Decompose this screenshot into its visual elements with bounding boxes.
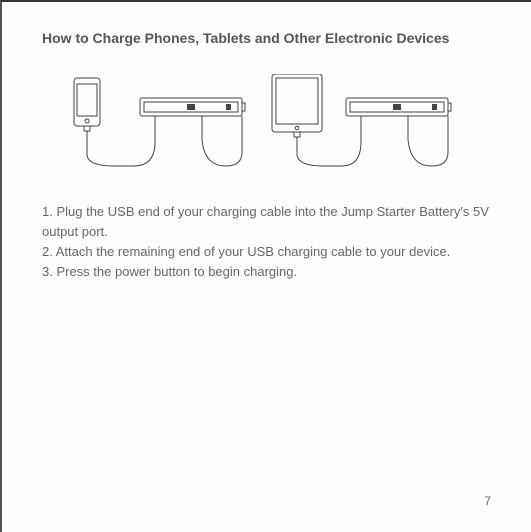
diagram-svg [42, 74, 482, 174]
instruction-step-3: 3. Press the power button to begin charg… [42, 262, 491, 282]
instruction-step-1: 1. Plug the USB end of your charging cab… [42, 202, 491, 242]
cable-2b [408, 116, 448, 166]
charging-diagram [42, 74, 491, 174]
manual-page: How to Charge Phones, Tablets and Other … [2, 2, 531, 532]
instructions-list: 1. Plug the USB end of your charging cab… [42, 202, 491, 283]
battery-pack-1-icon [140, 98, 245, 116]
page-title: How to Charge Phones, Tablets and Other … [42, 30, 491, 46]
phone-icon [74, 78, 100, 131]
cable-1b [202, 116, 242, 166]
battery-pack-2-icon [346, 98, 451, 116]
page-number: 7 [484, 494, 491, 508]
tablet-icon [272, 74, 322, 137]
instruction-step-2: 2. Attach the remaining end of your USB … [42, 242, 491, 262]
cable-1 [87, 116, 155, 166]
